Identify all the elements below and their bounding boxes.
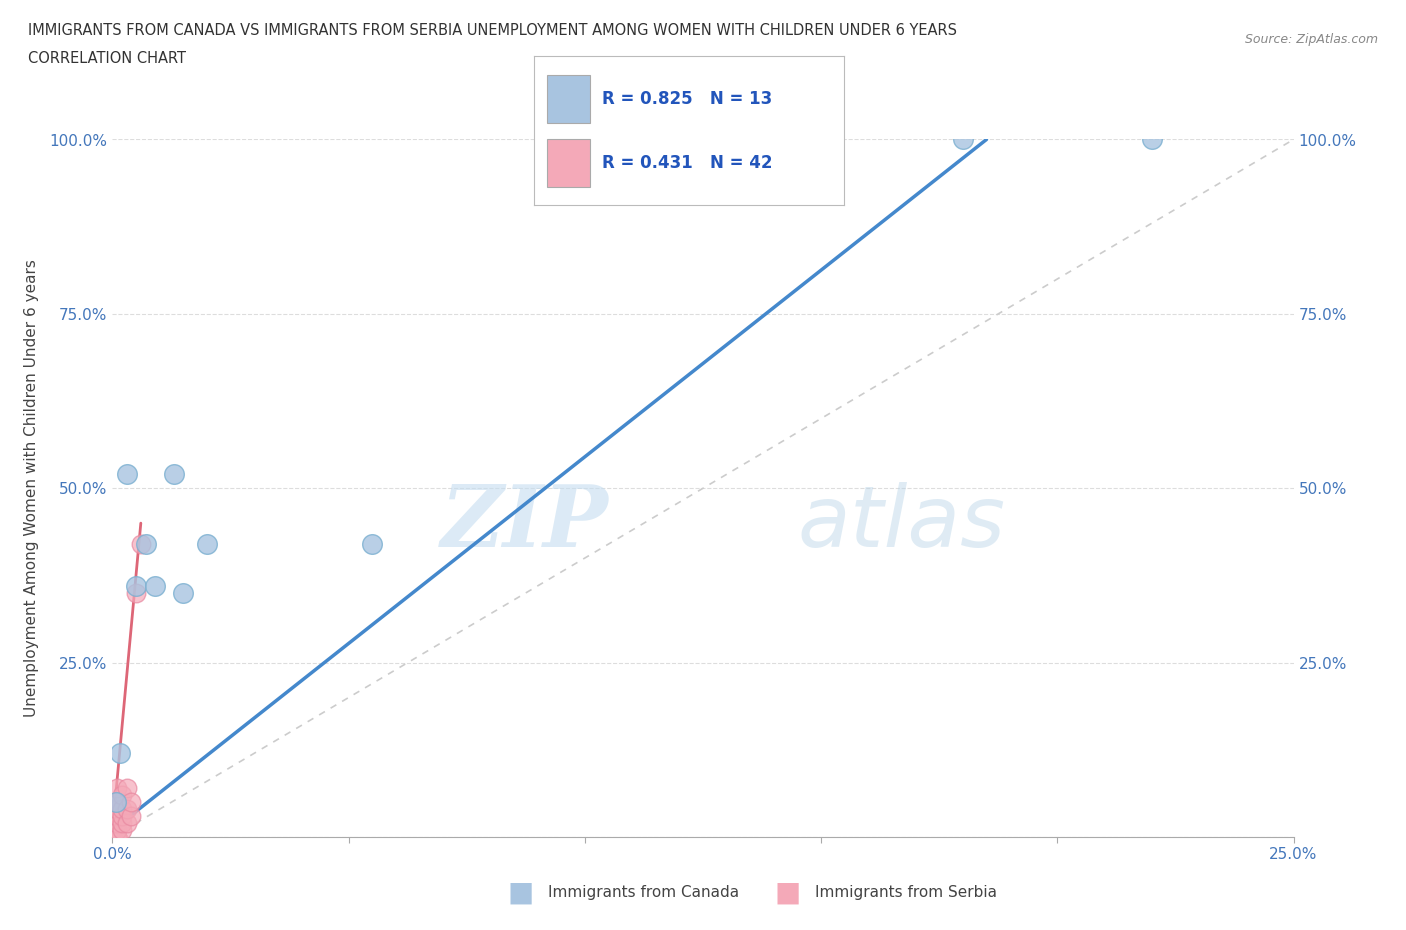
Point xyxy=(101,816,124,830)
Point xyxy=(101,830,124,844)
Point xyxy=(111,802,134,817)
Point xyxy=(101,809,124,824)
Point xyxy=(111,788,134,803)
Point xyxy=(105,781,128,796)
Point xyxy=(135,537,157,551)
Point xyxy=(101,802,124,817)
Point xyxy=(172,586,194,601)
Text: Immigrants from Serbia: Immigrants from Serbia xyxy=(815,885,997,900)
Text: CORRELATION CHART: CORRELATION CHART xyxy=(28,51,186,66)
Point xyxy=(129,537,152,551)
Point xyxy=(125,578,148,593)
Point xyxy=(125,586,148,601)
Point xyxy=(101,830,124,844)
Point xyxy=(101,830,124,844)
Point xyxy=(105,816,128,830)
Bar xyxy=(547,75,591,123)
Text: IMMIGRANTS FROM CANADA VS IMMIGRANTS FROM SERBIA UNEMPLOYMENT AMONG WOMEN WITH C: IMMIGRANTS FROM CANADA VS IMMIGRANTS FRO… xyxy=(28,23,957,38)
Point xyxy=(101,830,124,844)
Text: ZIP: ZIP xyxy=(440,482,609,565)
Y-axis label: Unemployment Among Women with Children Under 6 years: Unemployment Among Women with Children U… xyxy=(24,259,38,717)
Point xyxy=(101,830,124,844)
Point xyxy=(361,537,384,551)
Text: ■: ■ xyxy=(775,879,800,907)
Point xyxy=(105,823,128,838)
Point xyxy=(120,809,142,824)
Text: Source: ZipAtlas.com: Source: ZipAtlas.com xyxy=(1244,33,1378,46)
Point xyxy=(101,830,124,844)
Point xyxy=(101,830,124,844)
Text: atlas: atlas xyxy=(797,482,1005,565)
Point xyxy=(105,794,128,809)
Point xyxy=(101,823,124,838)
Point xyxy=(105,830,128,844)
Point xyxy=(101,830,124,844)
Point xyxy=(105,830,128,844)
Text: Immigrants from Canada: Immigrants from Canada xyxy=(548,885,740,900)
Point xyxy=(101,830,124,844)
Point xyxy=(105,794,128,809)
Point xyxy=(101,830,124,844)
Point xyxy=(105,802,128,817)
Point xyxy=(108,746,131,761)
Point xyxy=(120,794,142,809)
Point xyxy=(101,830,124,844)
Point xyxy=(1140,132,1163,147)
Point xyxy=(115,781,138,796)
Point xyxy=(105,830,128,844)
Point xyxy=(101,816,124,830)
Point xyxy=(574,132,596,147)
Point xyxy=(115,816,138,830)
Point xyxy=(163,467,186,482)
Point xyxy=(111,816,134,830)
Point xyxy=(101,823,124,838)
Point xyxy=(101,830,124,844)
Point xyxy=(143,578,166,593)
Bar xyxy=(547,140,591,187)
Text: ■: ■ xyxy=(508,879,533,907)
Point xyxy=(111,809,134,824)
Point xyxy=(952,132,974,147)
Point xyxy=(105,830,128,844)
Point xyxy=(115,802,138,817)
Point xyxy=(195,537,218,551)
Text: R = 0.431   N = 42: R = 0.431 N = 42 xyxy=(602,154,773,172)
Point xyxy=(101,830,124,844)
Point xyxy=(111,823,134,838)
Point xyxy=(101,830,124,844)
Point xyxy=(105,809,128,824)
Point xyxy=(115,467,138,482)
Text: R = 0.825   N = 13: R = 0.825 N = 13 xyxy=(602,90,772,108)
